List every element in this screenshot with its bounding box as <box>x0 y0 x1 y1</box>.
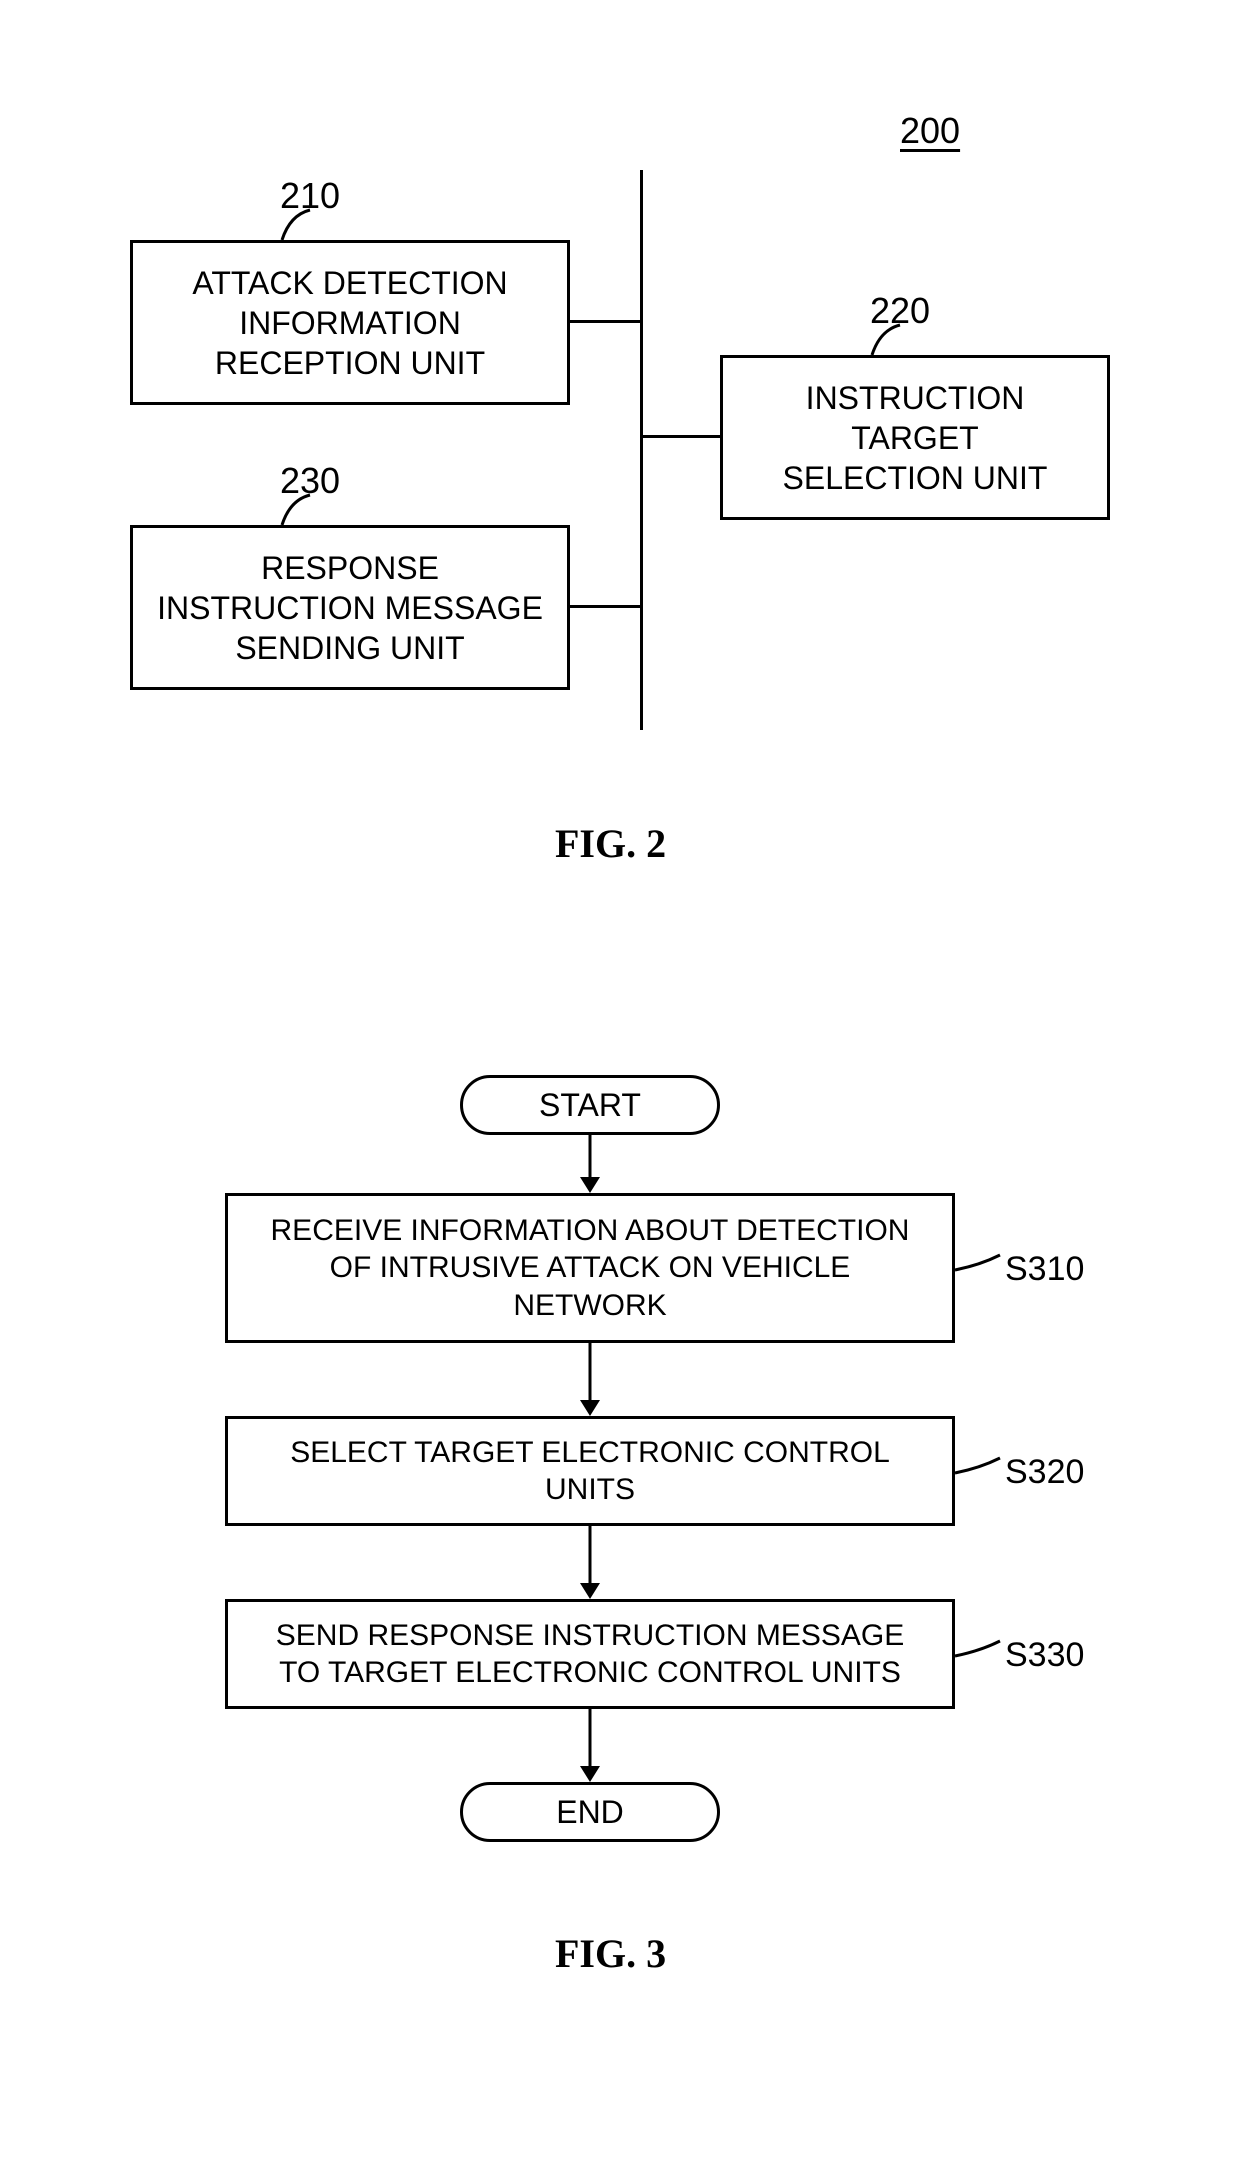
fig3-s330-l1: SEND RESPONSE INSTRUCTION MESSAGE <box>276 1617 904 1655</box>
fig3-block-s320: SELECT TARGET ELECTRONIC CONTROL UNITS <box>225 1416 955 1526</box>
fig3-arrow-start-s310 <box>578 1135 602 1195</box>
fig3-block-s330: SEND RESPONSE INSTRUCTION MESSAGE TO TAR… <box>225 1599 955 1709</box>
fig3-arrow-s320-s330 <box>578 1526 602 1601</box>
fig3-start-text: START <box>539 1087 641 1124</box>
fig3-tick-s330 <box>955 1641 1005 1671</box>
fig3-arrow-s330-end <box>578 1709 602 1784</box>
fig3-tick-s310 <box>955 1255 1005 1285</box>
fig2-caption: FIG. 2 <box>555 820 666 867</box>
fig3-tick-s320 <box>955 1458 1005 1488</box>
fig2-b220-l3: SELECTION UNIT <box>783 458 1048 498</box>
fig3-ref-s330: S330 <box>1005 1636 1084 1675</box>
fig3-end-text: END <box>556 1794 624 1831</box>
fig2-b230-l2: INSTRUCTION MESSAGE <box>157 588 543 628</box>
fig3-start: START <box>460 1075 720 1135</box>
fig2-block-220: INSTRUCTION TARGET SELECTION UNIT <box>720 355 1110 520</box>
fig2-conn-230 <box>570 605 643 608</box>
fig2-conn-220 <box>640 435 723 438</box>
fig3-s310-l3: NETWORK <box>513 1287 666 1325</box>
fig3-s320-l1: SELECT TARGET ELECTRONIC CONTROL <box>290 1434 890 1472</box>
fig2-b230-l3: SENDING UNIT <box>235 628 464 668</box>
fig2-block-210: ATTACK DETECTION INFORMATION RECEPTION U… <box>130 240 570 405</box>
fig3-arrow-s310-s320 <box>578 1343 602 1418</box>
fig2-main-ref: 200 <box>900 110 960 152</box>
fig2-b220-l1: INSTRUCTION <box>806 378 1025 418</box>
fig3-block-s310: RECEIVE INFORMATION ABOUT DETECTION OF I… <box>225 1193 955 1343</box>
fig3-s330-l2: TO TARGET ELECTRONIC CONTROL UNITS <box>279 1654 901 1692</box>
fig3-s310-l2: OF INTRUSIVE ATTACK ON VEHICLE <box>330 1249 851 1287</box>
fig3-end: END <box>460 1782 720 1842</box>
fig2-b210-l3: RECEPTION UNIT <box>215 343 485 383</box>
fig2-b230-l1: RESPONSE <box>261 548 439 588</box>
fig2-block-230: RESPONSE INSTRUCTION MESSAGE SENDING UNI… <box>130 525 570 690</box>
fig2-b220-l2: TARGET <box>851 418 978 458</box>
fig3-caption: FIG. 3 <box>555 1930 666 1977</box>
fig2-b210-l2: INFORMATION <box>239 303 461 343</box>
fig2-b210-l1: ATTACK DETECTION <box>192 263 507 303</box>
fig3-ref-s310: S310 <box>1005 1250 1084 1289</box>
fig3-ref-s320: S320 <box>1005 1453 1084 1492</box>
fig3-s320-l2: UNITS <box>545 1471 635 1509</box>
fig2-bus-line <box>640 170 643 730</box>
fig3-s310-l1: RECEIVE INFORMATION ABOUT DETECTION <box>271 1212 910 1250</box>
fig2-conn-210 <box>570 320 643 323</box>
